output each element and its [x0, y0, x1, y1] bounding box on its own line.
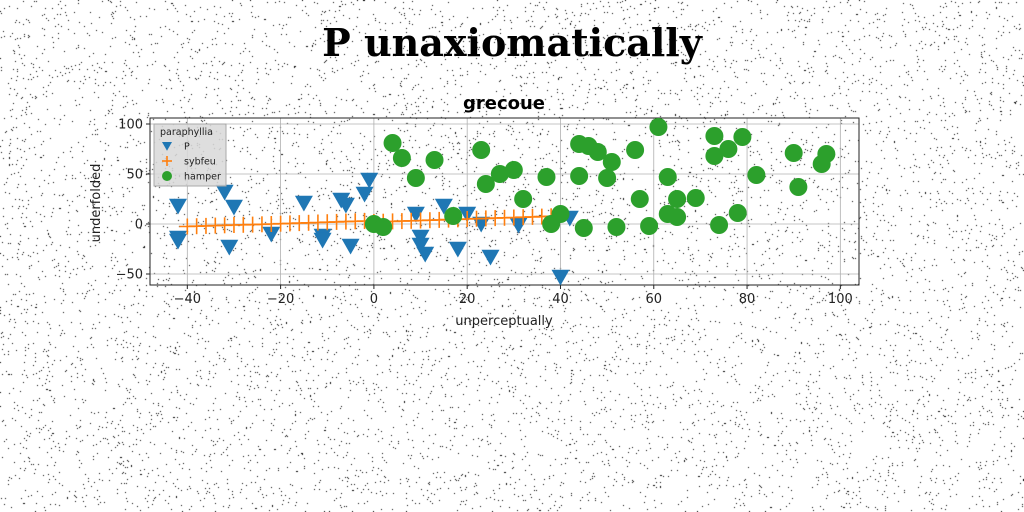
data-point-hamper	[817, 145, 836, 163]
data-point-hamper	[574, 219, 593, 237]
data-point-P	[448, 241, 467, 258]
data-point-P	[168, 233, 187, 250]
y-axis-label: underfolded	[89, 164, 104, 243]
data-point-P	[220, 239, 239, 256]
data-point-hamper	[789, 178, 808, 196]
data-point-P	[406, 206, 425, 223]
chart-title: grecoue	[463, 93, 545, 114]
data-point-hamper	[570, 167, 589, 185]
data-point-hamper	[374, 218, 393, 236]
data-point-hamper	[476, 175, 495, 193]
data-point-P	[481, 249, 500, 266]
legend-label-P: P	[184, 142, 190, 153]
data-point-hamper	[514, 190, 533, 208]
data-point-hamper	[425, 151, 444, 169]
x-tick-label: −40	[174, 292, 201, 307]
data-point-P	[509, 217, 528, 234]
data-point-hamper	[705, 147, 724, 165]
data-point-P	[294, 195, 313, 212]
legend-label-sybfeu: sybfeu	[184, 157, 216, 168]
data-point-hamper	[649, 118, 668, 136]
data-point-hamper	[784, 144, 803, 162]
data-point-hamper	[710, 216, 729, 234]
data-point-hamper	[602, 153, 621, 171]
data-point-hamper	[626, 141, 645, 159]
data-point-P	[551, 269, 570, 286]
series-hamper	[364, 118, 836, 237]
data-point-hamper	[392, 149, 411, 167]
data-point-P	[434, 198, 453, 215]
y-tick-label: 100	[118, 118, 143, 133]
data-point-hamper	[719, 140, 738, 158]
data-point-hamper	[705, 127, 724, 145]
legend-marker-hamper	[162, 171, 172, 181]
data-point-P	[168, 198, 187, 215]
data-point-hamper	[686, 189, 705, 207]
y-tick-label: 50	[126, 168, 143, 183]
data-point-hamper	[588, 143, 607, 161]
data-point-P	[355, 186, 374, 203]
data-point-P	[341, 238, 360, 255]
data-point-hamper	[607, 218, 626, 236]
data-point-hamper	[658, 168, 677, 186]
x-tick-label: −20	[267, 292, 294, 307]
data-point-P	[411, 237, 430, 254]
y-tick-label: 0	[135, 218, 143, 233]
data-point-P	[416, 246, 435, 263]
y-tick-label: −50	[116, 268, 143, 283]
data-point-hamper	[668, 208, 687, 226]
data-point-P	[215, 184, 234, 201]
legend-marker-P	[162, 142, 172, 151]
data-point-hamper	[406, 169, 425, 187]
data-point-hamper	[383, 134, 402, 152]
data-point-hamper	[728, 204, 747, 222]
series-layer	[168, 118, 836, 286]
data-point-P	[262, 226, 281, 243]
data-point-hamper	[537, 168, 556, 186]
data-point-P	[224, 199, 243, 216]
data-point-hamper	[444, 207, 463, 225]
data-point-hamper	[733, 128, 752, 146]
x-tick-label: 20	[459, 292, 476, 307]
plot-frame	[149, 117, 860, 286]
data-point-hamper	[490, 165, 509, 183]
data-point-P	[360, 172, 379, 189]
series-P	[168, 172, 579, 286]
data-point-hamper	[668, 190, 687, 208]
legend-label-hamper: hamper	[184, 172, 221, 183]
x-tick-label: 60	[645, 292, 662, 307]
data-point-P	[313, 232, 332, 249]
data-point-hamper	[598, 169, 617, 187]
x-tick-label: 100	[828, 292, 853, 307]
data-point-hamper	[504, 161, 523, 179]
data-point-hamper	[640, 217, 659, 235]
x-tick-label: 80	[739, 292, 756, 307]
grid-layer	[150, 118, 859, 285]
legend-marker-sybfeu	[162, 156, 172, 166]
data-point-hamper	[747, 166, 766, 184]
legend-title: paraphyllia	[160, 127, 213, 138]
data-point-hamper	[630, 190, 649, 208]
data-point-hamper	[472, 141, 491, 159]
data-point-P	[411, 229, 430, 246]
data-point-hamper	[551, 205, 570, 223]
x-axis-label: unperceptually	[455, 314, 553, 329]
data-point-P	[336, 197, 355, 214]
x-tick-label: 40	[552, 292, 569, 307]
figure-suptitle: P unaxiomatically	[322, 20, 702, 65]
x-tick-label: 0	[370, 292, 378, 307]
tick-layer: −40 −20 0 20 40 60 80 100 −50 0 50 100	[116, 118, 853, 308]
